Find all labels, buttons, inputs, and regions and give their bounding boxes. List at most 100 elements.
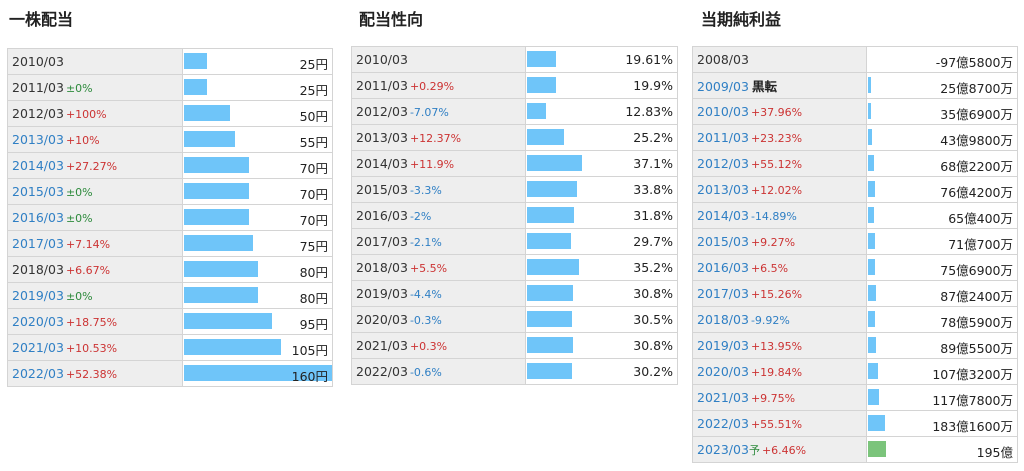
row-label: 2012/03 +55.12%: [692, 150, 867, 177]
row-label: 2014/03 +11.9%: [351, 150, 526, 177]
fiscal-year: 2015/03: [697, 234, 749, 249]
yoy-change: -0.6%: [409, 366, 442, 379]
value-cell: 70円: [182, 204, 333, 231]
row-label: 2015/03 -3.3%: [351, 176, 526, 203]
table-row: 2017/03 -2.1% 29.7%: [351, 228, 678, 255]
value-text: 95円: [299, 317, 328, 332]
value-bar: [527, 259, 579, 275]
value-text: 183億1600万: [932, 419, 1013, 434]
value-text: 76億4200万: [940, 185, 1013, 200]
table-row: 2012/03 +55.12% 68億2200万: [692, 150, 1018, 177]
row-label: 2014/03 -14.89%: [692, 202, 867, 229]
value-bar: [527, 363, 572, 379]
value-text: 65億400万: [948, 211, 1013, 226]
fiscal-year: 2013/03: [356, 130, 408, 145]
fiscal-year: 2022/03: [697, 416, 749, 431]
table-row: 2017/03 +15.26% 87億2400万: [692, 280, 1018, 307]
value-cell: 43億9800万: [866, 124, 1018, 151]
payout-title: 配当性向: [359, 10, 424, 29]
yoy-change: +52.38%: [65, 368, 118, 381]
value-text: 105円: [291, 343, 328, 358]
value-text: 19.61%: [625, 52, 673, 67]
row-label: 2010/03: [7, 48, 183, 75]
value-text: 71億700万: [948, 237, 1013, 252]
table-row: 2020/03 +19.84% 107億3200万: [692, 358, 1018, 385]
yoy-change: -9.92%: [750, 314, 790, 327]
fiscal-year: 2012/03: [697, 156, 749, 171]
fiscal-year: 2011/03: [697, 130, 749, 145]
row-label: 2017/03 +15.26%: [692, 280, 867, 307]
value-cell: 105円: [182, 334, 333, 361]
table-row: 2012/03 -7.07% 12.83%: [351, 98, 678, 125]
value-bar: [868, 207, 874, 223]
value-text: 30.5%: [633, 312, 673, 327]
table-row: 2019/03 -4.4% 30.8%: [351, 280, 678, 307]
table-row: 2021/03 +10.53% 105円: [7, 334, 333, 361]
table-row: 2018/03 +6.67% 80円: [7, 256, 333, 283]
value-bar: [527, 181, 577, 197]
yoy-change: +10%: [65, 134, 100, 147]
value-text: 30.8%: [633, 286, 673, 301]
value-text: 78億5900万: [940, 315, 1013, 330]
table-row: 2019/03 ±0% 80円: [7, 282, 333, 309]
value-bar: [527, 155, 582, 171]
value-bar: [868, 415, 885, 431]
value-text: 30.2%: [633, 364, 673, 379]
table-row: 2021/03 +9.75% 117億7800万: [692, 384, 1018, 411]
value-text: 29.7%: [633, 234, 673, 249]
value-bar: [184, 261, 258, 277]
row-label: 2011/03 +23.23%: [692, 124, 867, 151]
yoy-change: +12.37%: [409, 132, 462, 145]
value-text: 25.2%: [633, 130, 673, 145]
value-cell: 35億6900万: [866, 98, 1018, 125]
table-row: 2010/03 25円: [7, 48, 333, 75]
value-text: 75億6900万: [940, 263, 1013, 278]
row-label: 2008/03: [692, 46, 867, 73]
row-label: 2019/03 ±0%: [7, 282, 183, 309]
value-text: 75円: [299, 239, 328, 254]
table-row: 2014/03 -14.89% 65億400万: [692, 202, 1018, 229]
fiscal-year: 2018/03: [356, 260, 408, 275]
value-bar: [868, 77, 871, 93]
table-row: 2013/03 +10% 55円: [7, 126, 333, 153]
fiscal-year: 2020/03: [697, 364, 749, 379]
row-label: 2012/03 -7.07%: [351, 98, 526, 125]
yoy-change: -3.3%: [409, 184, 442, 197]
fiscal-year: 2014/03: [356, 156, 408, 171]
yoy-change: +19.84%: [750, 366, 803, 379]
fiscal-year: 2019/03: [697, 338, 749, 353]
row-label: 2018/03 +6.67%: [7, 256, 183, 283]
yoy-change: -0.3%: [409, 314, 442, 327]
row-label: 2022/03 +52.38%: [7, 360, 183, 387]
yoy-change: +27.27%: [65, 160, 118, 173]
value-text: 37.1%: [633, 156, 673, 171]
table-row: 2020/03 +18.75% 95円: [7, 308, 333, 335]
table-row: 2019/03 +13.95% 89億5500万: [692, 332, 1018, 359]
value-text: 50円: [299, 109, 328, 124]
table-row: 2009/03 黒転 25億8700万: [692, 72, 1018, 99]
fiscal-year: 2010/03: [697, 104, 749, 119]
row-label: 2022/03 +55.51%: [692, 410, 867, 437]
row-label: 2016/03 -2%: [351, 202, 526, 229]
fiscal-year: 2018/03: [697, 312, 749, 327]
value-bar: [527, 285, 573, 301]
row-label: 2020/03 +19.84%: [692, 358, 867, 385]
row-label: 2013/03 +10%: [7, 126, 183, 153]
yoy-change: ±0%: [65, 290, 93, 303]
value-text: 25億8700万: [940, 81, 1013, 96]
fiscal-year: 2010/03: [12, 54, 64, 69]
yoy-change: ±0%: [65, 82, 93, 95]
table-row: 2020/03 -0.3% 30.5%: [351, 306, 678, 333]
value-bar: [527, 311, 572, 327]
table-row: 2022/03 +52.38% 160円: [7, 360, 333, 387]
value-text: 80円: [299, 291, 328, 306]
value-cell: -97億5800万: [866, 46, 1018, 73]
value-bar: [868, 103, 871, 119]
table-row: 2018/03 -9.92% 78億5900万: [692, 306, 1018, 333]
row-label: 2015/03 +9.27%: [692, 228, 867, 255]
fiscal-year: 2012/03: [12, 106, 64, 121]
row-label: 2021/03 +9.75%: [692, 384, 867, 411]
value-cell: 30.8%: [525, 280, 678, 307]
fiscal-year: 2022/03: [356, 364, 408, 379]
fiscal-year: 2022/03: [12, 366, 64, 381]
